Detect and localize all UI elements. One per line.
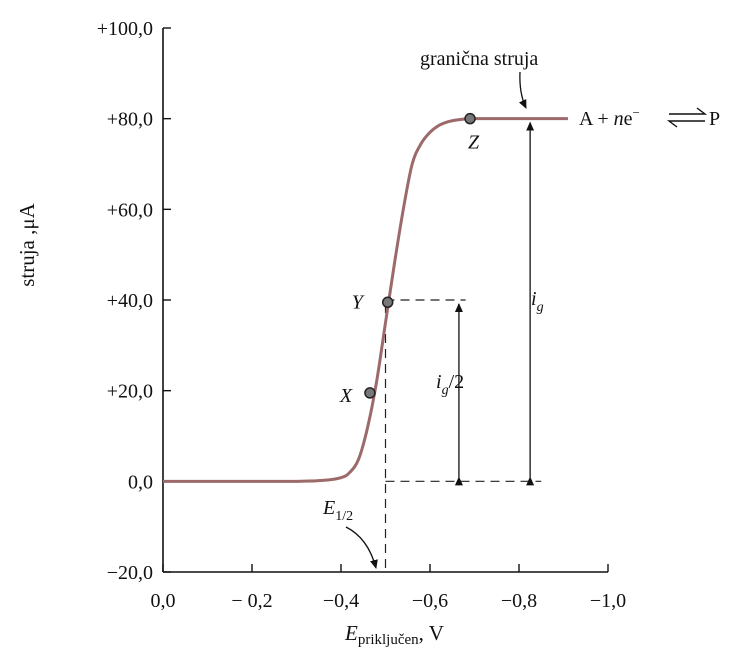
y-tick-label: +20,0: [107, 381, 153, 403]
guide-lines: [384, 121, 542, 572]
x-tick-label: − 0,2: [231, 590, 272, 612]
y-tick-label: −20,0: [107, 562, 153, 584]
y-tick-label: +80,0: [107, 109, 153, 131]
reaction-label: A + ne−: [579, 105, 640, 130]
limiting-current-label: granična struja: [420, 48, 538, 70]
e-half-arrow: [345, 526, 378, 569]
reaction-product-label: P: [709, 108, 720, 130]
point-y: [381, 296, 394, 309]
x-tick-label: −0,8: [501, 590, 537, 612]
x-tick-label: −1,0: [590, 590, 626, 612]
point-label-x: X: [339, 385, 353, 407]
x-tick-label: −0,6: [412, 590, 448, 612]
curve-points: X Y Z: [339, 112, 480, 407]
limiting-current-arrow: [518, 71, 527, 109]
ig-half-label: ig/2: [436, 371, 464, 398]
x-axis-label: Epriključen, V: [344, 621, 444, 648]
x-tick-label: −0,4: [323, 590, 359, 612]
equilibrium-arrows-icon: [666, 107, 708, 128]
point-x: [364, 387, 376, 399]
y-tick-label: +100,0: [97, 18, 153, 40]
x-tick-label: 0,0: [151, 590, 176, 612]
point-label-z: Z: [468, 132, 480, 154]
ig-label: ig: [531, 288, 544, 315]
point-z: [464, 112, 476, 125]
tick-labels: 0,0 − 0,2 −0,4 −0,6 −0,8 −1,0 −20,0 0,0 +20,0 +40…: [97, 18, 626, 612]
y-axis-label: struja ,μA: [15, 202, 39, 286]
y-tick-label: +40,0: [107, 290, 153, 312]
e-half-label: E1/2: [322, 497, 353, 524]
y-tick-label: 0,0: [128, 471, 153, 493]
point-label-y: Y: [352, 291, 365, 313]
polarographic-wave-line: [162, 117, 568, 483]
axis-ticks: [162, 27, 609, 573]
y-tick-label: +60,0: [107, 199, 153, 221]
